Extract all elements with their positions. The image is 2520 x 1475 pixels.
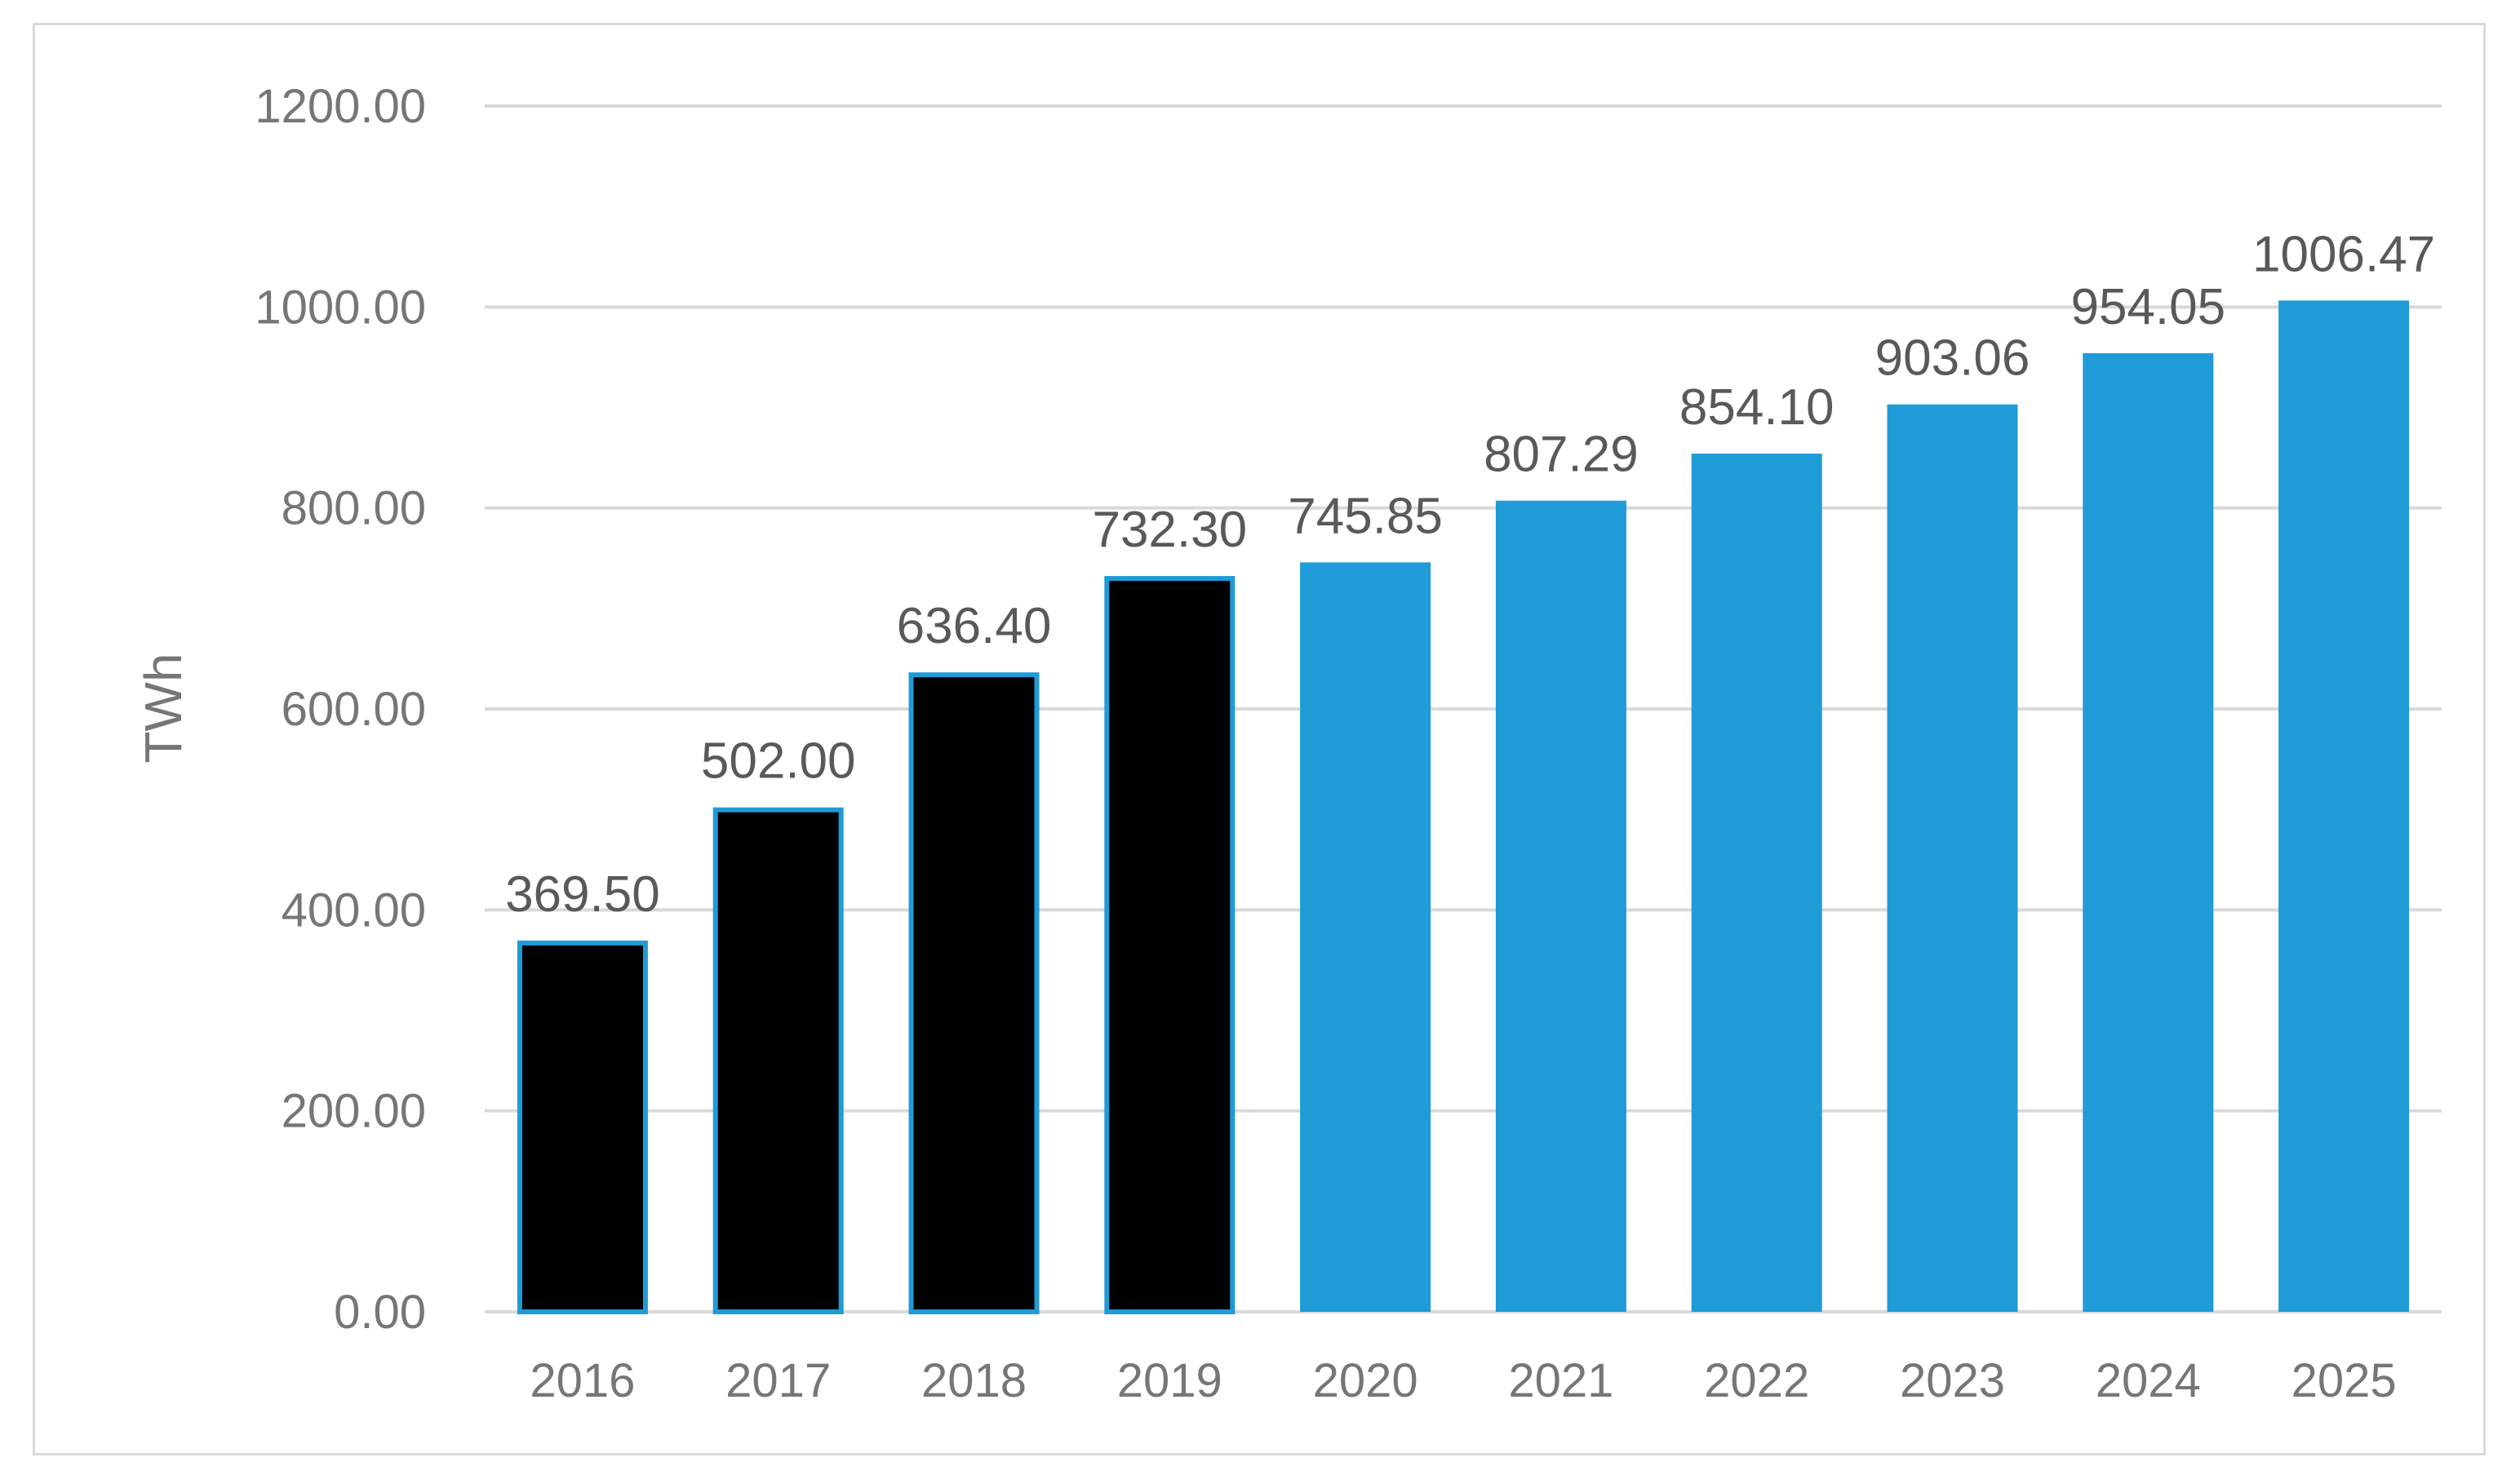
bar-2022 bbox=[1691, 454, 1822, 1313]
data-label-2023: 903.06 bbox=[1875, 330, 2030, 387]
data-labels: 369.50 502.00 636.40 732.30 745.85 807.29 854.… bbox=[505, 226, 2435, 923]
y-tick-label: 600.00 bbox=[282, 683, 426, 736]
y-tick-label: 0.00 bbox=[334, 1286, 426, 1339]
data-label-2021: 807.29 bbox=[1484, 427, 1639, 483]
data-label-2024: 954.05 bbox=[2070, 279, 2225, 335]
bar-2024 bbox=[2083, 352, 2214, 1312]
bars bbox=[517, 300, 2410, 1314]
x-tick-label-2022: 2022 bbox=[1704, 1354, 1809, 1407]
x-tick-label-2017: 2017 bbox=[725, 1354, 831, 1407]
y-axis-title: TWh bbox=[134, 653, 193, 763]
bar-2019 bbox=[1104, 576, 1236, 1314]
x-tick-label-2021: 2021 bbox=[1508, 1354, 1613, 1407]
y-tick-label: 400.00 bbox=[282, 884, 426, 937]
y-axis-ticks: 0.00 200.00 400.00 600.00 800.00 1000.00 1200.… bbox=[255, 80, 426, 1339]
bar-2021 bbox=[1495, 500, 1626, 1312]
x-tick-label-2019: 2019 bbox=[1117, 1354, 1222, 1407]
bar-2020 bbox=[1300, 562, 1431, 1312]
bar-2023 bbox=[1887, 404, 2018, 1313]
data-label-2019: 732.30 bbox=[1092, 502, 1247, 558]
y-tick-label: 1000.00 bbox=[255, 281, 426, 334]
y-tick-label: 1200.00 bbox=[255, 80, 426, 133]
y-tick-label: 800.00 bbox=[282, 482, 426, 535]
y-tick-label: 200.00 bbox=[282, 1085, 426, 1138]
x-tick-label-2016: 2016 bbox=[530, 1354, 635, 1407]
data-label-2025: 1006.47 bbox=[2252, 226, 2435, 282]
chart-frame bbox=[33, 23, 2486, 1455]
x-tick-label-2024: 2024 bbox=[2096, 1354, 2201, 1407]
data-label-2018: 636.40 bbox=[897, 598, 1052, 654]
x-axis-ticks: 2016 2017 2018 2019 2020 2021 2022 2023 2024 2025 bbox=[530, 1354, 2396, 1407]
bar-2025 bbox=[2278, 300, 2410, 1312]
x-tick-label-2020: 2020 bbox=[1313, 1354, 1418, 1407]
bar-2016 bbox=[517, 940, 648, 1314]
x-tick-label-2025: 2025 bbox=[2292, 1354, 2397, 1407]
x-tick-label-2023: 2023 bbox=[1900, 1354, 2005, 1407]
data-label-2017: 502.00 bbox=[701, 733, 856, 790]
data-label-2016: 369.50 bbox=[505, 866, 660, 923]
data-label-2022: 854.10 bbox=[1679, 379, 1835, 436]
x-tick-label-2018: 2018 bbox=[921, 1354, 1027, 1407]
bar-2018 bbox=[908, 672, 1040, 1314]
data-label-2020: 745.85 bbox=[1288, 488, 1443, 544]
bar-2017 bbox=[712, 807, 844, 1314]
